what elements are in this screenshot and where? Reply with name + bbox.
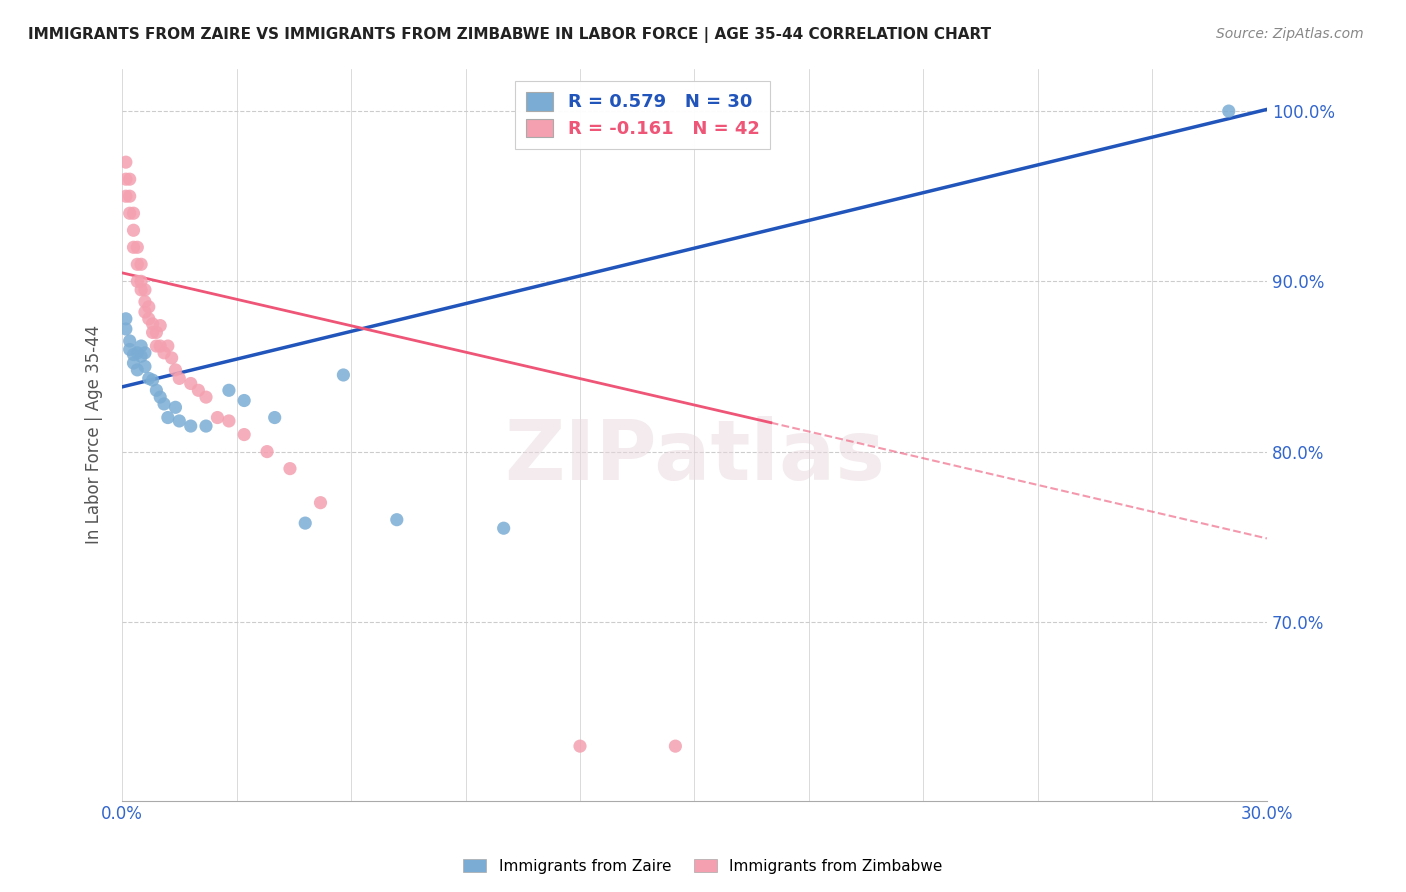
Point: [118, 334, 141, 348]
Point: [180, 419, 202, 434]
Point: [145, 384, 167, 398]
Point: [218, 384, 240, 398]
Point: [664, 739, 686, 753]
Point: [118, 206, 141, 220]
Legend: R = 0.579   N = 30, R = -0.161   N = 42: R = 0.579 N = 30, R = -0.161 N = 42: [516, 81, 770, 149]
Point: [492, 521, 515, 535]
Point: [180, 376, 202, 391]
Point: [156, 410, 179, 425]
Point: [127, 274, 149, 288]
Point: [160, 351, 183, 365]
Point: [385, 513, 408, 527]
Point: [134, 294, 156, 309]
Text: ZIPatlas: ZIPatlas: [503, 416, 884, 497]
Point: [153, 397, 176, 411]
Point: [149, 318, 172, 333]
Point: [129, 257, 152, 271]
Point: [142, 326, 165, 340]
Point: [122, 347, 145, 361]
Point: [195, 419, 218, 434]
Point: [169, 371, 191, 385]
Point: [309, 496, 332, 510]
Point: [218, 414, 240, 428]
Point: [149, 339, 172, 353]
Point: [332, 368, 354, 382]
Point: [122, 223, 145, 237]
Point: [263, 410, 285, 425]
Point: [127, 257, 149, 271]
Point: [129, 349, 152, 363]
Point: [233, 393, 256, 408]
Text: Source: ZipAtlas.com: Source: ZipAtlas.com: [1216, 27, 1364, 41]
Point: [138, 311, 160, 326]
Point: [142, 373, 165, 387]
Point: [153, 346, 176, 360]
Point: [118, 189, 141, 203]
Point: [569, 739, 592, 753]
Point: [115, 311, 138, 326]
Point: [115, 155, 138, 169]
Point: [165, 363, 187, 377]
Point: [138, 300, 160, 314]
Point: [122, 240, 145, 254]
Point: [142, 317, 165, 331]
Text: IMMIGRANTS FROM ZAIRE VS IMMIGRANTS FROM ZIMBABWE IN LABOR FORCE | AGE 35-44 COR: IMMIGRANTS FROM ZAIRE VS IMMIGRANTS FROM…: [28, 27, 991, 43]
Point: [129, 274, 152, 288]
Point: [207, 410, 229, 425]
Point: [195, 390, 218, 404]
Point: [127, 363, 149, 377]
Y-axis label: In Labor Force | Age 35-44: In Labor Force | Age 35-44: [86, 325, 103, 544]
Point: [233, 427, 256, 442]
Point: [187, 384, 209, 398]
Point: [294, 516, 316, 530]
Point: [278, 461, 301, 475]
Point: [134, 359, 156, 374]
Point: [149, 390, 172, 404]
Point: [169, 414, 191, 428]
Point: [1218, 104, 1240, 119]
Point: [129, 339, 152, 353]
Point: [145, 326, 167, 340]
Point: [165, 401, 187, 415]
Point: [256, 444, 278, 458]
Point: [115, 322, 138, 336]
Point: [129, 283, 152, 297]
Point: [115, 189, 138, 203]
Point: [127, 240, 149, 254]
Point: [118, 343, 141, 357]
Point: [122, 206, 145, 220]
Point: [145, 339, 167, 353]
Point: [115, 172, 138, 186]
Point: [134, 346, 156, 360]
Point: [127, 346, 149, 360]
Point: [118, 172, 141, 186]
Point: [138, 371, 160, 385]
Point: [156, 339, 179, 353]
Legend: Immigrants from Zaire, Immigrants from Zimbabwe: Immigrants from Zaire, Immigrants from Z…: [457, 853, 949, 880]
Point: [122, 356, 145, 370]
Point: [134, 283, 156, 297]
Point: [134, 305, 156, 319]
